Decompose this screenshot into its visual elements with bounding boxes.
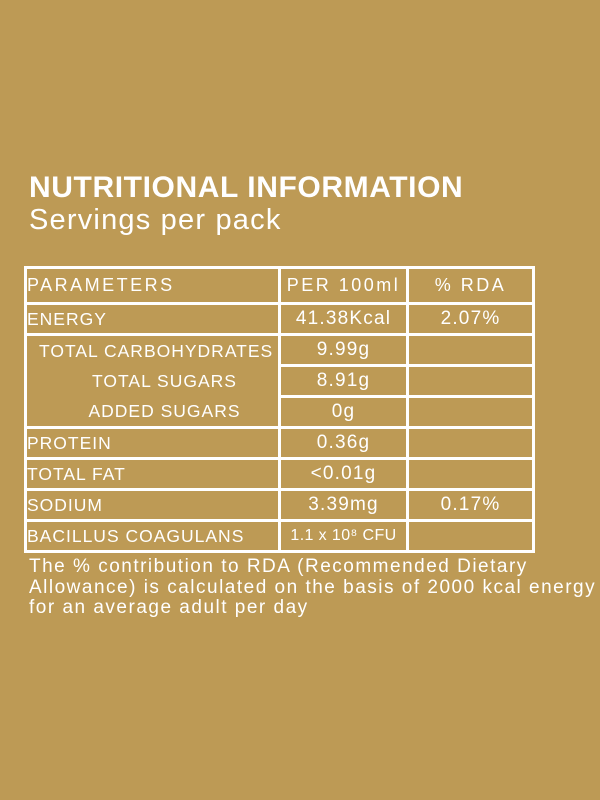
- row-added-sugars: 0g: [26, 395, 535, 429]
- sodium-rda: 0.17%: [406, 488, 535, 522]
- row-total-fat: TOTAL FAT <0.01g: [24, 457, 535, 491]
- total-carbohydrates-rda: [406, 333, 535, 367]
- total-sugars-rda: [406, 364, 535, 398]
- protein-label: PROTEIN: [24, 426, 281, 460]
- row-protein: PROTEIN 0.36g: [24, 426, 535, 460]
- carbohydrates-label-group: TOTAL CARBOHYDRATES TOTAL SUGARS ADDED S…: [24, 333, 281, 429]
- row-sodium: SODIUM 3.39mg 0.17%: [24, 488, 535, 522]
- total-fat-rda: [406, 457, 535, 491]
- sodium-value: 3.39mg: [278, 488, 409, 522]
- header-parameters: PARAMETERS: [24, 266, 281, 305]
- total-carbohydrates-label: TOTAL CARBOHYDRATES: [39, 340, 274, 361]
- energy-value: 41.38Kcal: [278, 302, 409, 336]
- total-sugars-label: TOTAL SUGARS: [92, 370, 237, 391]
- row-energy: ENERGY 41.38Kcal 2.07%: [24, 302, 535, 336]
- table-header-row: PARAMETERS PER 100ml % RDA: [24, 266, 535, 305]
- bacillus-coagulans-label: BACILLUS COAGULANS: [24, 519, 281, 553]
- total-sugars-value: 8.91g: [278, 364, 409, 398]
- total-carbohydrates-value: 9.99g: [278, 333, 409, 367]
- energy-label: ENERGY: [24, 302, 281, 336]
- nutrition-table: PARAMETERS PER 100ml % RDA ENERGY 41.38K…: [24, 266, 535, 553]
- header-rda: % RDA: [406, 266, 535, 305]
- row-total-carbohydrates: TOTAL CARBOHYDRATES TOTAL SUGARS ADDED S…: [24, 333, 535, 429]
- protein-value: 0.36g: [278, 426, 409, 460]
- header-per-100ml: PER 100ml: [278, 266, 409, 305]
- sodium-label: SODIUM: [24, 488, 281, 522]
- row-bacillus-coagulans: BACILLUS COAGULANS 1.1 x 10⁸ CFU: [24, 519, 535, 553]
- rda-footnote: The % contribution to RDA (Recommended D…: [29, 556, 597, 618]
- bacillus-coagulans-rda: [406, 519, 535, 553]
- row-total-sugars: 8.91g: [26, 364, 535, 398]
- added-sugars-label: ADDED SUGARS: [88, 400, 241, 421]
- bacillus-coagulans-value: 1.1 x 10⁸ CFU: [278, 519, 409, 553]
- added-sugars-rda: [406, 395, 535, 429]
- protein-rda: [406, 426, 535, 460]
- page-subtitle: Servings per pack: [29, 204, 282, 236]
- added-sugars-value: 0g: [278, 395, 409, 429]
- total-fat-value: <0.01g: [278, 457, 409, 491]
- total-fat-label: TOTAL FAT: [24, 457, 281, 491]
- page-title: NUTRITIONAL INFORMATION: [29, 171, 464, 204]
- energy-rda: 2.07%: [406, 302, 535, 336]
